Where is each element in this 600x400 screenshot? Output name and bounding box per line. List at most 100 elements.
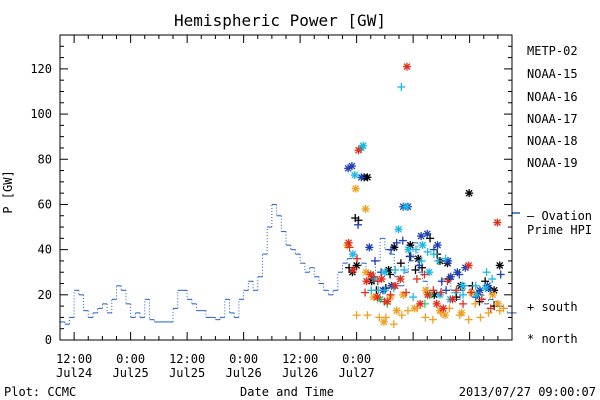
south-point bbox=[471, 281, 480, 290]
north-point bbox=[351, 184, 360, 193]
north-point bbox=[366, 270, 375, 279]
satellite-measurements bbox=[343, 62, 508, 329]
legend-south-label: + south bbox=[527, 300, 578, 314]
south-point bbox=[496, 270, 505, 279]
south-point bbox=[396, 259, 405, 268]
south-point bbox=[499, 304, 508, 313]
north-point bbox=[354, 146, 363, 155]
legend-item-noaa-18: NOAA-18 bbox=[527, 134, 578, 148]
south-point bbox=[402, 288, 411, 297]
south-point bbox=[391, 265, 400, 274]
south-point bbox=[436, 288, 445, 297]
chart-title: Hemispheric Power [GW] bbox=[174, 11, 386, 30]
north-point bbox=[481, 284, 490, 293]
south-point bbox=[442, 286, 451, 295]
north-point bbox=[377, 275, 386, 283]
plot-credit: Plot: CCMC bbox=[4, 385, 76, 399]
legend-item-noaa-19: NOAA-19 bbox=[527, 156, 578, 170]
x-tick-label: Jul25 bbox=[169, 366, 205, 380]
north-point bbox=[495, 261, 504, 270]
north-point bbox=[453, 268, 462, 277]
north-point bbox=[361, 204, 370, 213]
north-point bbox=[404, 245, 413, 254]
south-point bbox=[421, 313, 430, 322]
south-point bbox=[423, 247, 432, 256]
north-point bbox=[418, 241, 427, 250]
south-point bbox=[409, 293, 418, 302]
south-point bbox=[488, 275, 497, 283]
x-tick-label: Jul26 bbox=[226, 366, 262, 380]
y-tick-label: 60 bbox=[38, 197, 52, 211]
north-point bbox=[488, 290, 497, 299]
north-point bbox=[493, 299, 502, 308]
north-point bbox=[365, 243, 374, 252]
south-point bbox=[397, 311, 406, 320]
plot-frame bbox=[59, 34, 513, 341]
north-point bbox=[465, 189, 474, 198]
south-point bbox=[412, 275, 421, 283]
south-point bbox=[411, 265, 420, 274]
north-point bbox=[423, 290, 432, 299]
north-point bbox=[457, 308, 466, 317]
north-point bbox=[493, 218, 502, 227]
north-point bbox=[416, 299, 425, 308]
x-tick-label: 0:00 bbox=[116, 352, 145, 366]
north-point bbox=[352, 261, 361, 270]
north-point bbox=[410, 304, 419, 313]
north-point bbox=[417, 232, 426, 241]
y-tick-label: 40 bbox=[38, 243, 52, 257]
south-point bbox=[441, 254, 450, 263]
north-point bbox=[448, 295, 457, 304]
x-tick-label: 12:00 bbox=[169, 352, 205, 366]
south-point bbox=[354, 220, 363, 229]
south-point bbox=[464, 315, 473, 324]
y-tick-label: 20 bbox=[38, 288, 52, 302]
legend-item-noaa-15: NOAA-15 bbox=[527, 67, 578, 81]
south-point bbox=[386, 245, 395, 254]
south-point bbox=[443, 277, 452, 286]
legend-north-label: * north bbox=[527, 332, 578, 346]
south-point bbox=[389, 320, 398, 329]
y-axis-label: P [GW] bbox=[1, 170, 15, 213]
south-point bbox=[420, 270, 429, 279]
south-point bbox=[398, 236, 407, 245]
x-tick-label: Jul25 bbox=[113, 366, 149, 380]
south-point bbox=[370, 256, 379, 265]
south-point bbox=[361, 288, 370, 297]
x-axis: 12:00Jul240:00Jul2512:00Jul250:00Jul2612… bbox=[56, 35, 513, 380]
x-tick-label: 12:00 bbox=[56, 352, 92, 366]
south-point bbox=[459, 299, 468, 308]
y-tick-label: 100 bbox=[30, 107, 52, 121]
north-point bbox=[344, 238, 353, 247]
south-point bbox=[397, 82, 406, 91]
south-point bbox=[403, 306, 412, 315]
south-point bbox=[367, 286, 376, 295]
legend-item-metp-02: METP-02 bbox=[527, 44, 578, 58]
x-tick-label: 0:00 bbox=[229, 352, 258, 366]
south-point bbox=[477, 295, 486, 304]
south-point bbox=[471, 299, 480, 308]
south-point bbox=[392, 238, 401, 247]
x-axis-label: Date and Time bbox=[240, 385, 334, 399]
north-point bbox=[350, 171, 359, 180]
north-point bbox=[380, 268, 389, 277]
north-point bbox=[439, 304, 448, 313]
south-point bbox=[484, 308, 493, 317]
north-point bbox=[423, 229, 432, 238]
y-tick-label: 120 bbox=[30, 62, 52, 76]
north-point bbox=[396, 275, 405, 283]
legend: METP-02 NOAA-15 NOAA-16 NOAA-17 NOAA-18 … bbox=[527, 44, 592, 346]
x-tick-label: Jul27 bbox=[339, 366, 375, 380]
south-point bbox=[429, 286, 438, 295]
north-point bbox=[394, 225, 403, 234]
south-point bbox=[363, 311, 372, 320]
south-point bbox=[353, 254, 362, 263]
south-point bbox=[426, 234, 435, 243]
south-point bbox=[482, 268, 491, 277]
south-point bbox=[386, 290, 395, 299]
south-point bbox=[380, 286, 389, 295]
north-point bbox=[446, 272, 455, 281]
legend-ovation-label-2: Prime HPI bbox=[527, 223, 592, 237]
north-point bbox=[458, 281, 467, 290]
